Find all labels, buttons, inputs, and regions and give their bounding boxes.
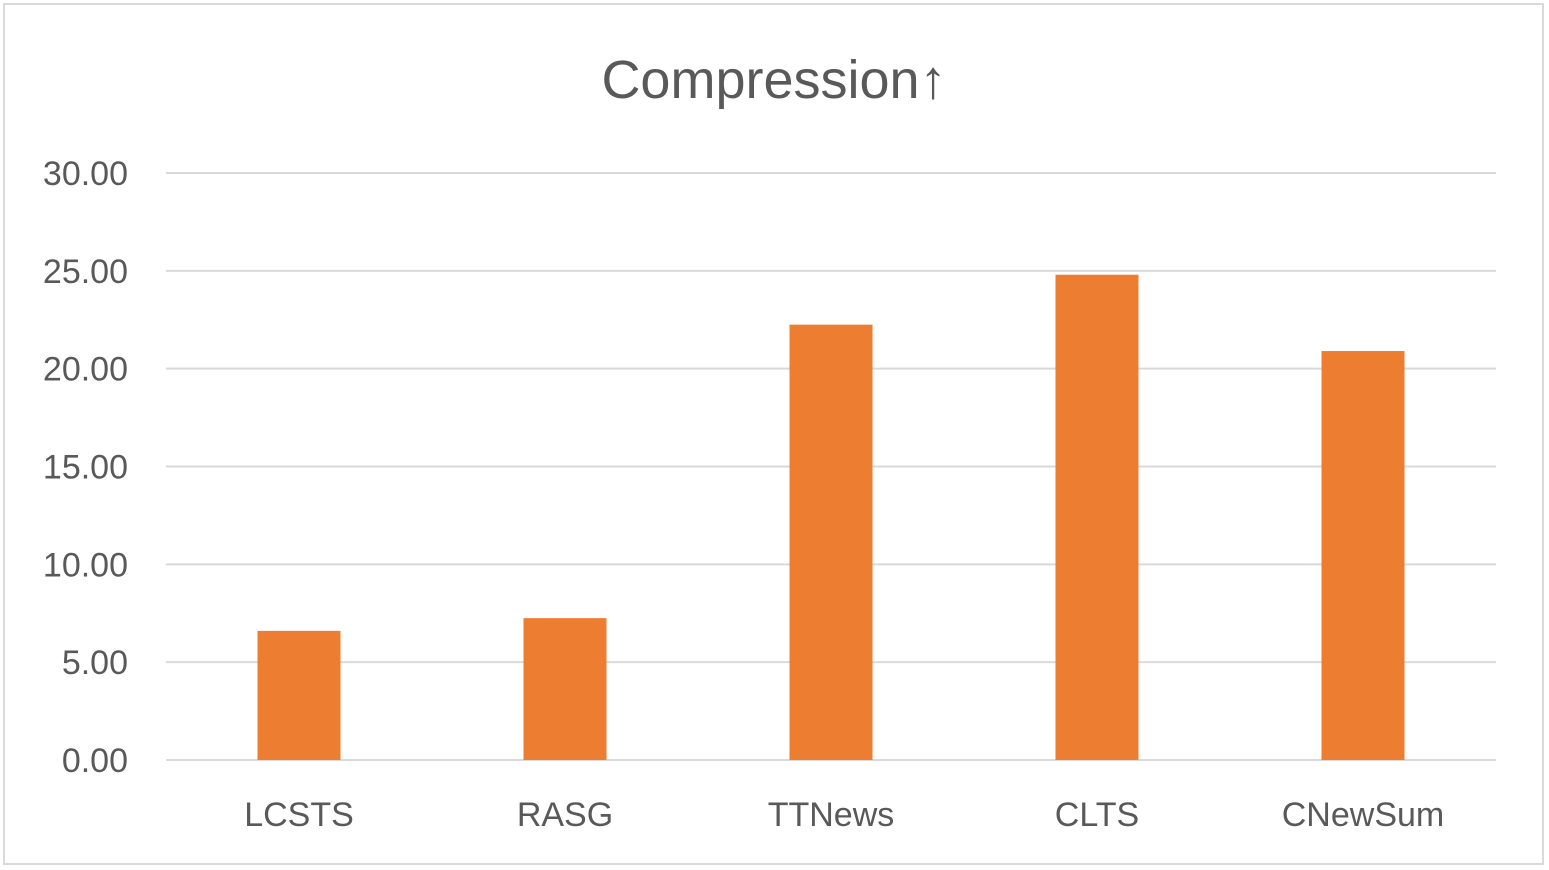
x-category-label: RASG — [517, 796, 613, 834]
x-category-label: CNewSum — [1282, 796, 1444, 834]
x-axis-categories: LCSTS RASG TTNews CLTS CNewSum — [244, 796, 1444, 834]
x-category-label: CLTS — [1055, 796, 1139, 834]
bar-ttnews — [789, 324, 873, 760]
x-category-label: LCSTS — [244, 796, 354, 834]
bars — [257, 274, 1405, 760]
chart-title: Compression↑ — [601, 50, 946, 110]
bar-lcsts — [257, 630, 341, 760]
bar-clts — [1055, 274, 1139, 760]
y-tick-label: 25.00 — [43, 253, 128, 291]
bar-rasg — [523, 618, 607, 760]
y-tick-label: 30.00 — [43, 155, 128, 193]
bar-cnewsum — [1321, 351, 1405, 760]
y-tick-label: 5.00 — [62, 644, 128, 682]
y-tick-label: 10.00 — [43, 546, 128, 584]
y-tick-label: 0.00 — [62, 742, 128, 780]
x-category-label: TTNews — [768, 796, 895, 834]
y-axis-ticks: 0.00 5.00 10.00 15.00 20.00 25.00 30.00 — [43, 155, 128, 780]
y-tick-label: 20.00 — [43, 351, 128, 389]
y-tick-label: 15.00 — [43, 449, 128, 487]
